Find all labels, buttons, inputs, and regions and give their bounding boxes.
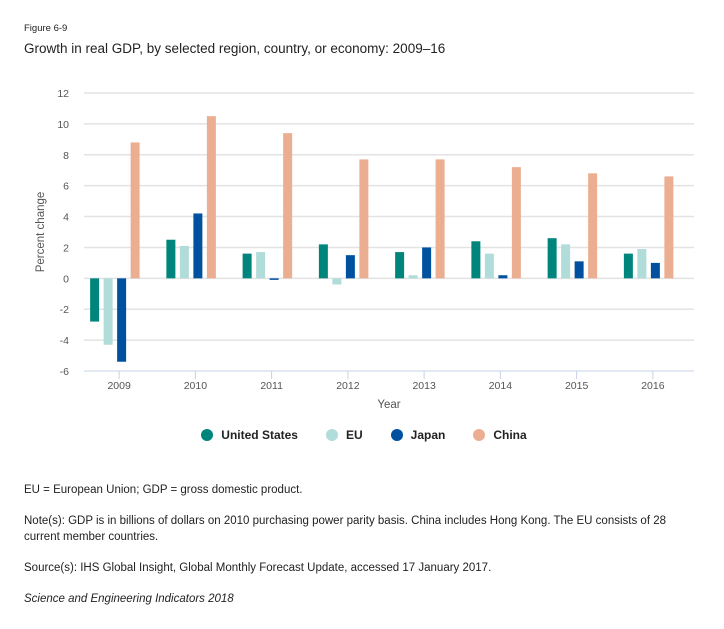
bar-japan-2013 [422,247,432,279]
bar-united-states-2016 [623,253,633,279]
bar-eu-2015 [561,244,571,279]
y-axis-title: Percent change [35,192,47,273]
bar-eu-2011 [256,252,266,279]
y-tick-label: 10 [57,119,69,131]
y-tick-label: 8 [63,150,69,162]
y-tick-label: 4 [63,212,69,224]
bar-china-2009 [130,142,140,279]
bar-japan-2011 [269,278,279,280]
abbreviations-note: EU = European Union; GDP = gross domesti… [24,484,303,496]
legend-swatch-icon [201,429,214,441]
y-tick-label: -6 [60,366,69,378]
legend-swatch-icon [325,429,338,441]
legend-label: China [493,428,527,442]
legend-item-eu[interactable]: EU [325,428,363,442]
y-tick-label: -4 [60,335,69,347]
y-tick-label: 12 [57,88,69,100]
bar-japan-2012 [345,255,355,279]
bar-china-2013 [435,159,445,279]
bar-china-2014 [511,167,521,279]
bar-united-states-2011 [242,253,252,279]
bar-chart: -6 -4 -2 0 2 4 6 8 10 12 2009 2010 2011 2012 2013 2014… [35,88,694,411]
bar-united-states-2009 [90,278,100,322]
legend-item-united-states[interactable]: United States [201,428,298,442]
bar-china-2010 [206,116,216,279]
figure-label: Figure 6-9 [24,23,68,34]
bar-eu-2010 [179,245,189,279]
bar-china-2011 [283,133,293,279]
legend-item-china[interactable]: China [473,428,527,442]
bar-united-states-2015 [547,238,557,279]
publication-name: Science and Engineering Indicators 2018 [24,593,234,605]
legend-label: United States [221,428,298,442]
notes: Note(s): GDP is in billions of dollars o… [24,515,666,543]
bar-eu-2012 [332,278,342,285]
bars [90,116,674,362]
x-axis: 2009 2010 2011 2012 2013 2014 2015 2016 [84,370,694,392]
bar-china-2016 [664,176,674,279]
bar-china-2015 [588,173,598,279]
legend-label: Japan [410,428,446,442]
chart-title: Growth in real GDP, by selected region, … [24,41,446,56]
legend-label: EU [345,428,363,442]
gridlines [84,92,694,341]
y-tick-label: 0 [63,273,69,285]
legend-swatch-icon [390,429,403,441]
legend-swatch-icon [473,429,486,441]
x-tick-label: 2011 [260,380,283,392]
bar-eu-2016 [637,248,647,279]
bar-japan-2014 [498,275,508,279]
bar-united-states-2014 [471,241,481,279]
y-axis-ticks: -6 -4 -2 0 2 4 6 8 10 12 [57,88,69,378]
bar-eu-2009 [103,278,113,345]
x-tick-label: 2012 [336,380,360,392]
bar-united-states-2012 [318,244,328,279]
x-tick-label: 2016 [641,380,665,392]
x-tick-label: 2015 [565,380,589,392]
x-tick-label: 2014 [489,380,513,392]
bar-japan-2010 [193,213,203,279]
bar-eu-2013 [408,275,418,279]
bar-china-2012 [359,159,369,279]
bar-united-states-2010 [166,239,176,279]
legend: United States EU Japan China [0,428,724,442]
x-tick-label: 2010 [184,380,208,392]
x-axis-title: Year [377,399,400,411]
y-tick-label: 6 [63,181,69,193]
bar-united-states-2013 [395,252,405,279]
y-tick-label: 2 [63,242,69,254]
y-tick-label: -2 [60,304,69,316]
x-tick-label: 2013 [412,380,436,392]
bar-japan-2009 [117,278,127,362]
bar-eu-2014 [484,253,494,279]
legend-item-japan[interactable]: Japan [390,428,446,442]
x-tick-label: 2009 [107,380,131,392]
bar-japan-2016 [650,262,660,279]
bar-japan-2015 [574,261,584,279]
source-note: Source(s): IHS Global Insight, Global Mo… [24,562,492,574]
